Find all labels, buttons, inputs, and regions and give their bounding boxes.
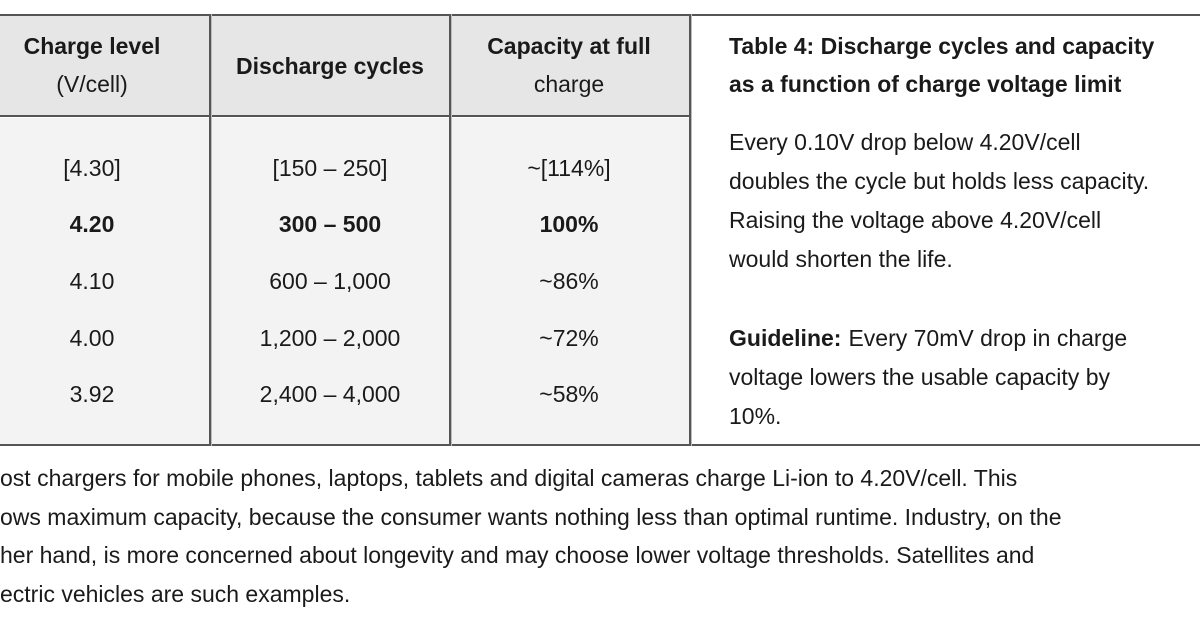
column-border	[449, 14, 451, 446]
guideline-text: voltage lowers the usable capacity by	[729, 364, 1110, 390]
table-cell: 1,200 – 2,000	[259, 325, 401, 351]
table-cell: 100%	[539, 211, 599, 237]
table-cell: 600 – 1,000	[269, 268, 391, 294]
column-header: Discharge cycles	[236, 53, 424, 79]
table-cell: 4.10	[69, 268, 115, 294]
side-title: Table 4: Discharge cycles and capacity	[729, 33, 1155, 59]
footer-text: ost chargers for mobile phones, laptops,…	[0, 465, 1018, 491]
side-text: Raising the voltage above 4.20V/cell	[729, 207, 1102, 233]
footer-text: ows maximum capacity, because the consum…	[0, 503, 1062, 530]
footer-text: her hand, is more concerned about longev…	[0, 542, 1035, 569]
table-cell: [4.30]	[63, 155, 121, 181]
column-header: charge	[533, 71, 605, 97]
guideline-label: Guideline:	[729, 325, 842, 351]
footer-text: ectric vehicles are such examples.	[0, 581, 351, 608]
side-title: as a function of charge voltage limit	[729, 71, 1122, 97]
side-text: Every 0.10V drop below 4.20V/cell	[729, 129, 1081, 155]
header-border	[0, 115, 690, 117]
table-cell: ~58%	[539, 381, 599, 407]
column-border	[209, 14, 211, 446]
table-cell: ~86%	[539, 268, 599, 294]
guideline-text: Every 70mV drop in charge	[848, 325, 1128, 351]
table-cell: ~[114%]	[527, 155, 611, 181]
table-cell: [150 – 250]	[272, 155, 388, 181]
column-header: Capacity at full	[487, 33, 651, 59]
body-background	[0, 118, 690, 445]
bottom-border	[0, 444, 1200, 446]
table-cell: 2,400 – 4,000	[259, 381, 401, 407]
column-header: Charge level	[23, 33, 161, 59]
column-border	[689, 14, 691, 446]
table-cell: 300 – 500	[278, 211, 382, 237]
header-background	[0, 16, 690, 116]
table-cell: 3.92	[69, 381, 115, 407]
side-text: would shorten the life.	[729, 246, 953, 272]
side-text: doubles the cycle but holds less capacit…	[729, 168, 1150, 194]
guideline-text: 10%.	[729, 403, 782, 429]
table-cell: 4.00	[69, 325, 115, 351]
top-border	[0, 14, 1200, 16]
column-header: (V/cell)	[56, 71, 128, 97]
table-cell: ~72%	[539, 325, 599, 351]
table-cell: 4.20	[69, 211, 115, 237]
